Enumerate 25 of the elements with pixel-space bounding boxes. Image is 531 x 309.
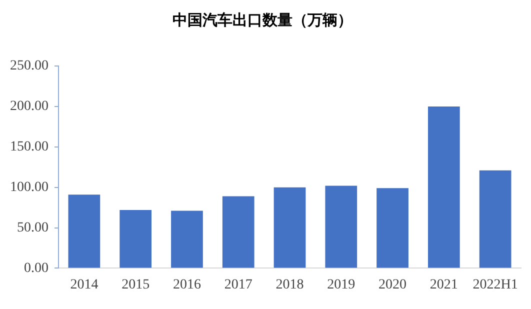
x-tick-label: 2014 <box>70 277 98 292</box>
x-tick-label: 2022H1 <box>472 277 518 292</box>
x-tick-label: 2020 <box>378 277 407 292</box>
bar <box>222 196 254 268</box>
chart-title: 中国汽车出口数量（万辆） <box>172 10 352 29</box>
bar <box>274 187 306 268</box>
x-tick-label: 2015 <box>122 277 150 292</box>
y-tick-label: 100.00 <box>10 180 48 195</box>
x-tick-label: 2021 <box>430 277 458 292</box>
bar <box>120 210 152 268</box>
x-tick-label: 2018 <box>276 277 304 292</box>
x-tick-label: 2019 <box>327 277 356 292</box>
y-tick-label: 250.00 <box>10 58 48 74</box>
y-tick-label: 150.00 <box>10 140 48 155</box>
bar <box>171 210 203 268</box>
bar <box>479 170 512 268</box>
x-tick-label: 2016 <box>172 277 201 292</box>
bar <box>428 106 460 268</box>
bar <box>68 194 100 268</box>
bar <box>376 188 408 268</box>
y-tick-label: 200.00 <box>10 99 48 114</box>
y-tick-label: 0.00 <box>24 260 48 276</box>
x-tick-label: 2017 <box>224 277 252 292</box>
y-tick-label: 50.00 <box>17 220 48 236</box>
bar <box>325 186 358 268</box>
